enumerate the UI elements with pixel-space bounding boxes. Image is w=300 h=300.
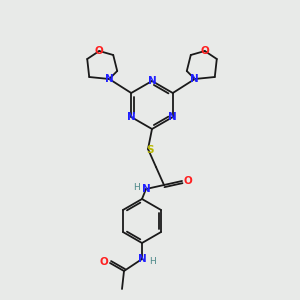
Text: N: N [142, 184, 150, 194]
Text: O: O [184, 176, 192, 186]
Text: H: H [133, 182, 140, 191]
Text: N: N [127, 112, 136, 122]
Text: H: H [148, 256, 155, 266]
Text: O: O [100, 257, 108, 267]
Text: O: O [200, 46, 209, 56]
Text: N: N [190, 74, 199, 84]
Text: N: N [105, 74, 114, 84]
Text: O: O [95, 46, 103, 56]
Text: S: S [146, 145, 154, 155]
Text: N: N [148, 76, 156, 86]
Text: N: N [168, 112, 177, 122]
Text: N: N [138, 254, 146, 264]
